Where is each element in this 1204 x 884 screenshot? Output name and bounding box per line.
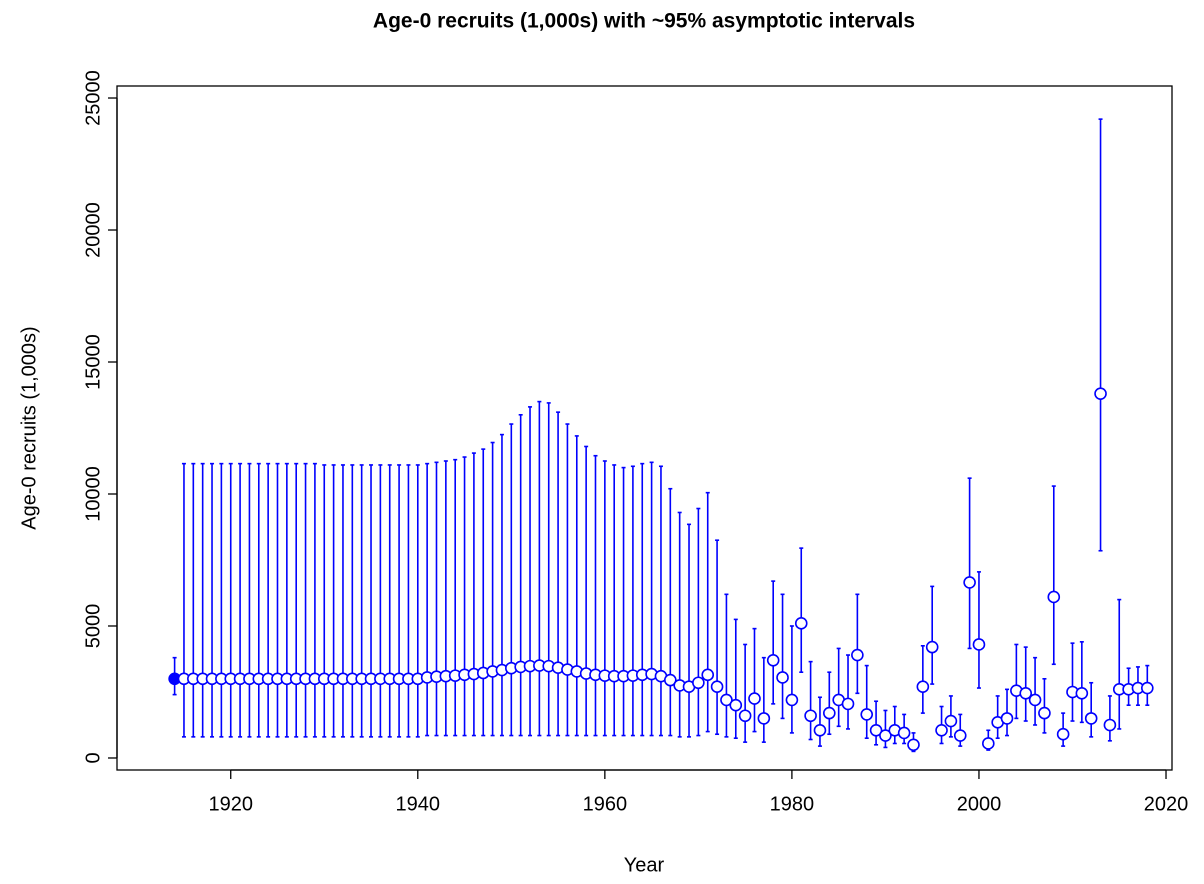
point	[1047, 590, 1061, 604]
point	[664, 673, 677, 687]
plot-box	[116, 85, 1173, 771]
point	[1094, 387, 1107, 400]
point	[813, 723, 827, 737]
point	[916, 680, 930, 694]
point	[1075, 687, 1089, 700]
point	[710, 680, 724, 694]
y-tick-label: 15000	[82, 334, 104, 390]
point	[1084, 712, 1098, 725]
point	[925, 640, 939, 654]
point	[757, 712, 771, 725]
point	[1056, 727, 1070, 741]
y-tick-label: 25000	[82, 70, 104, 126]
point	[897, 726, 911, 740]
y-tick-label: 10000	[82, 466, 104, 522]
chart-title: Age-0 recruits (1,000s) with ~95% asympt…	[373, 10, 915, 33]
point	[1028, 693, 1042, 707]
point	[963, 576, 976, 589]
point	[860, 708, 874, 721]
point	[907, 738, 920, 752]
point	[1000, 712, 1014, 725]
y-tick-label: 5000	[82, 604, 104, 649]
point	[738, 709, 752, 723]
point	[766, 654, 780, 667]
point	[935, 723, 948, 737]
point	[804, 709, 817, 723]
x-tick-label: 1920	[208, 793, 253, 815]
point	[701, 668, 715, 682]
x-tick-label: 2020	[1144, 793, 1189, 815]
point	[972, 638, 986, 651]
y-tick-label: 0	[82, 752, 104, 763]
point	[1038, 706, 1051, 720]
point	[944, 714, 958, 728]
point	[851, 648, 864, 662]
point	[776, 671, 789, 684]
point	[1019, 687, 1033, 700]
x-tick-label: 1980	[770, 793, 815, 815]
y-tick-label: 20000	[82, 202, 104, 258]
point	[692, 676, 705, 690]
point	[785, 693, 799, 707]
point	[869, 723, 883, 737]
point	[982, 737, 995, 750]
x-tick-label: 1940	[396, 793, 441, 815]
point	[720, 693, 733, 707]
point	[841, 697, 855, 711]
x-axis-title: Year	[624, 854, 665, 876]
x-tick-label: 1960	[583, 793, 628, 815]
y-axis-title: Age-0 recruits (1,000s)	[18, 326, 40, 529]
point	[1141, 681, 1154, 695]
point	[729, 698, 743, 712]
point	[1103, 718, 1117, 732]
point	[794, 617, 808, 630]
point	[879, 729, 892, 742]
point	[748, 692, 761, 705]
x-tick-label: 2000	[957, 793, 1002, 815]
point	[953, 729, 967, 742]
point	[823, 706, 836, 720]
